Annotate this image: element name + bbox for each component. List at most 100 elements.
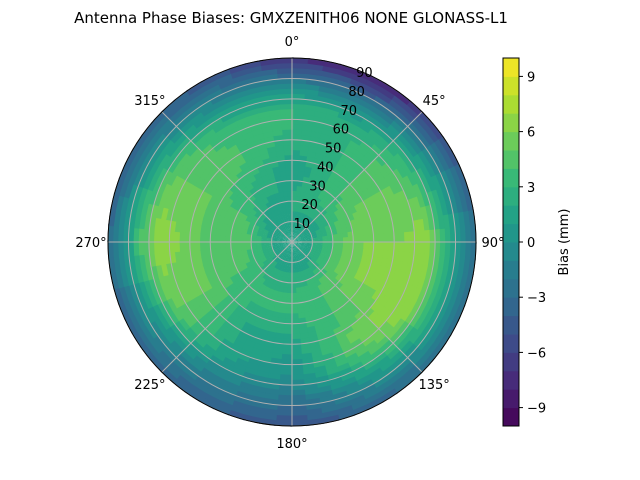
contour-cell xyxy=(245,157,257,167)
contour-cell xyxy=(408,313,421,329)
contour-cell xyxy=(199,232,206,242)
contour-cell xyxy=(156,179,168,195)
contour-cell xyxy=(400,108,417,124)
contour-cell xyxy=(429,229,436,244)
contour-cell xyxy=(182,202,192,215)
contour-cell xyxy=(297,228,302,234)
colorbar-tick-label: −6 xyxy=(527,346,546,361)
contour-cell xyxy=(274,414,292,422)
contour-cell xyxy=(357,229,364,237)
contour-cell xyxy=(391,94,409,111)
azimuth-gridline xyxy=(291,241,423,373)
contour-cell xyxy=(249,324,261,334)
contour-cell xyxy=(350,153,363,165)
contour-cell xyxy=(301,244,308,248)
contour-cell xyxy=(289,231,292,238)
contour-cell xyxy=(316,385,332,394)
contour-cell xyxy=(389,140,404,155)
contour-cell xyxy=(202,78,221,92)
contour-cell xyxy=(162,121,178,137)
contour-cell xyxy=(285,164,293,171)
contour-cell xyxy=(319,252,327,258)
contour-cell xyxy=(270,352,283,360)
contour-cell xyxy=(300,232,306,237)
contour-cell xyxy=(329,343,342,354)
contour-cell xyxy=(135,199,145,216)
contour-cell xyxy=(373,332,387,346)
contour-cell xyxy=(227,409,246,421)
contour-cell xyxy=(306,223,313,230)
contour-cell xyxy=(220,247,227,255)
contour-cell xyxy=(122,240,130,257)
contour-cell xyxy=(167,360,184,376)
contour-cell xyxy=(156,287,167,303)
contour-cell xyxy=(293,215,297,222)
contour-cell xyxy=(209,116,225,129)
contour-cell xyxy=(341,376,358,388)
contour-cell xyxy=(166,284,177,299)
contour-cell xyxy=(323,308,334,318)
contour-cell xyxy=(368,234,375,243)
contour-cell xyxy=(372,249,380,259)
contour-cell xyxy=(294,272,299,279)
contour-cell xyxy=(292,67,310,75)
contour-cell xyxy=(445,284,456,302)
contour-cell xyxy=(207,296,218,309)
contour-cell xyxy=(273,221,280,228)
contour-cell xyxy=(290,389,306,396)
contour-cell xyxy=(327,274,336,283)
contour-cell xyxy=(430,280,441,297)
contour-cell xyxy=(369,347,385,361)
colorbar-tick-label: 6 xyxy=(527,126,535,141)
contour-cell xyxy=(315,250,322,256)
contour-cell xyxy=(161,99,179,116)
contour-cell xyxy=(255,238,262,242)
contour-cell xyxy=(175,373,193,390)
contour-cell xyxy=(317,242,324,246)
contour-cell xyxy=(175,281,186,295)
contour-cell xyxy=(417,181,428,197)
contour-cell xyxy=(319,226,327,232)
contour-cell xyxy=(271,238,277,241)
contour-cell xyxy=(193,294,205,307)
contour-cell xyxy=(307,225,314,231)
contour-cell xyxy=(335,405,354,416)
contour-cell xyxy=(285,303,292,310)
colorbar-level xyxy=(503,186,519,206)
contour-cell xyxy=(151,303,164,319)
contour-cell xyxy=(255,332,267,342)
contour-cell xyxy=(297,242,303,244)
contour-cell xyxy=(393,379,411,395)
contour-cell xyxy=(277,235,283,239)
contour-cell xyxy=(460,178,471,198)
contour-cell xyxy=(319,347,333,357)
contour-cell xyxy=(202,289,213,301)
contour-cell xyxy=(454,286,466,306)
contour-cell xyxy=(218,77,236,90)
contour-cell xyxy=(414,242,421,255)
contour-cell xyxy=(356,145,369,157)
contour-cell xyxy=(222,115,238,127)
contour-cell xyxy=(278,307,287,314)
contour-cell xyxy=(365,396,385,411)
contour-cell xyxy=(397,271,407,284)
contour-cell xyxy=(459,288,471,307)
contour-cell xyxy=(168,107,185,123)
contour-cell xyxy=(398,189,409,203)
contour-cell xyxy=(287,215,291,222)
contour-cell xyxy=(387,371,405,386)
contour-cell xyxy=(209,136,223,149)
contour-cell xyxy=(171,377,190,394)
contour-cell xyxy=(257,252,265,258)
contour-cell xyxy=(189,286,200,299)
contour-cell xyxy=(197,138,211,152)
contour-cell xyxy=(227,125,242,136)
contour-cell xyxy=(254,100,270,109)
contour-cell xyxy=(400,308,413,323)
contour-cell xyxy=(176,164,189,179)
contour-cell xyxy=(276,154,286,162)
contour-cell xyxy=(273,268,280,275)
contour-cell xyxy=(276,213,282,220)
contour-cell xyxy=(470,242,477,261)
